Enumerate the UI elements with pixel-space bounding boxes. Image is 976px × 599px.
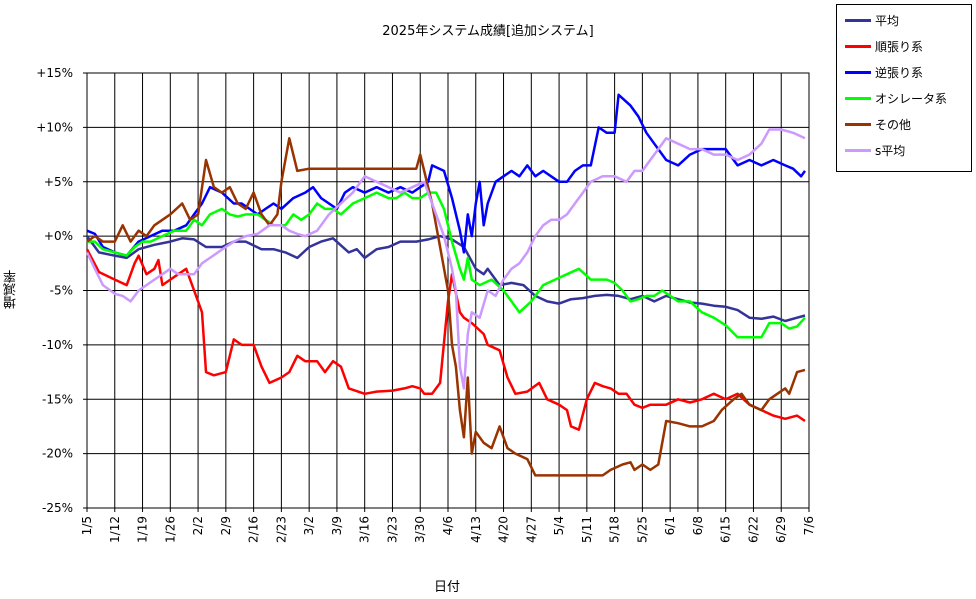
x-tick-label: 4/13	[469, 516, 483, 543]
y-tick-label: +5%	[44, 175, 73, 189]
chart-title: 2025年システム成績[追加システム]	[382, 24, 594, 39]
legend-label-average: 平均	[875, 13, 900, 28]
x-tick-label: 2/9	[219, 516, 233, 535]
y-tick-label: +15%	[36, 66, 73, 80]
x-tick-label: 6/8	[691, 516, 705, 535]
x-tick-label: 5/25	[635, 516, 649, 543]
x-tick-label: 4/27	[524, 516, 538, 543]
y-tick-label: +0%	[44, 229, 73, 243]
x-tick-label: 4/20	[497, 516, 511, 543]
x-tick-label: 6/22	[746, 516, 760, 543]
legend-label-oscillator: オシレータ系	[875, 91, 948, 106]
x-tick-label: 6/29	[774, 516, 788, 543]
x-tick-label: 5/11	[580, 516, 594, 543]
x-tick-label: 7/6	[802, 516, 816, 535]
legend-item-average: 平均	[845, 11, 899, 29]
x-axis-label: 日付	[434, 580, 461, 595]
x-tick-label: 1/5	[80, 516, 94, 535]
legend-item-oscillator: オシレータ系	[845, 89, 947, 107]
series-line-3	[87, 191, 806, 339]
x-tick-label: 6/15	[719, 516, 733, 543]
legend-label-trend: 順張り系	[875, 39, 924, 54]
x-tick-label: 6/1	[663, 516, 677, 535]
legend-swatch-trend	[845, 44, 871, 48]
x-tick-label: 1/26	[163, 516, 177, 543]
x-tick-label: 1/19	[136, 516, 150, 543]
legend-swatch-other	[845, 122, 871, 126]
legend-swatch-oscillator	[845, 96, 871, 100]
x-tick-label: 3/2	[302, 516, 316, 535]
legend-label-contrarian: 逆張り系	[875, 65, 924, 80]
x-tick-label: 3/9	[330, 516, 344, 535]
y-tick-label: -15%	[42, 392, 73, 406]
series-lines	[85, 93, 807, 477]
x-tick-label: 5/18	[608, 516, 622, 543]
legend-label-other: その他	[875, 117, 912, 132]
y-tick-label: -20%	[42, 447, 73, 461]
legend: 平均 順張り系 逆張り系 オシレータ系 その他 s平均	[836, 4, 972, 172]
y-axis-ticks: +15% +10% +5% +0% -5% -10% -15% -20% -25%	[36, 66, 87, 515]
x-tick-label: 2/2	[191, 516, 205, 535]
y-axis-label: 増減率	[4, 270, 19, 309]
legend-item-s-average: s平均	[845, 141, 905, 159]
x-tick-label: 3/23	[385, 516, 399, 543]
series-line-1	[85, 248, 806, 431]
x-tick-label: 4/6	[441, 516, 455, 535]
legend-item-other: その他	[845, 115, 911, 133]
y-tick-label: +10%	[36, 120, 73, 134]
legend-item-contrarian: 逆張り系	[845, 63, 923, 81]
legend-label-s-average: s平均	[875, 143, 906, 158]
legend-swatch-average	[845, 18, 871, 22]
series-line-2	[86, 93, 807, 257]
legend-swatch-s-average	[845, 148, 871, 152]
x-tick-label: 3/30	[413, 516, 427, 543]
y-tick-label: -5%	[50, 284, 73, 298]
x-tick-label: 3/16	[358, 516, 372, 543]
x-tick-label: 2/16	[247, 516, 261, 543]
x-tick-label: 5/4	[552, 516, 566, 535]
legend-item-trend: 順張り系	[845, 37, 923, 55]
x-tick-label: 2/23	[274, 516, 288, 543]
y-tick-label: -25%	[42, 501, 73, 515]
legend-swatch-contrarian	[845, 70, 871, 74]
series-line-5	[85, 128, 806, 390]
x-tick-label: 1/12	[108, 516, 122, 543]
x-axis-ticks: 1/5 1/12 1/19 1/26 2/2 2/9 2/16 2/23 3/2 3/9 3/16 3…	[80, 508, 816, 543]
series-line-4	[86, 137, 806, 477]
y-tick-label: -10%	[42, 338, 73, 352]
